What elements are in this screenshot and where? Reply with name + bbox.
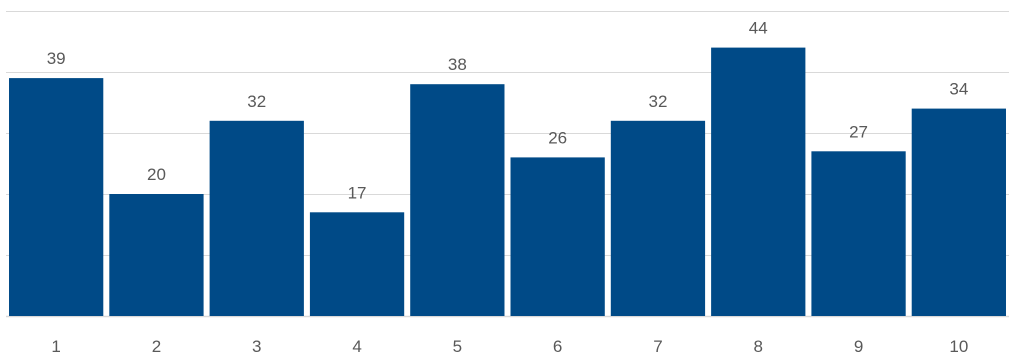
category-label-5: 5 xyxy=(453,337,462,356)
data-label-5: 38 xyxy=(448,55,467,74)
category-label-6: 6 xyxy=(553,337,562,356)
data-label-4: 17 xyxy=(348,183,367,202)
data-label-9: 27 xyxy=(849,122,868,141)
bar-3 xyxy=(209,120,304,316)
data-label-6: 26 xyxy=(548,128,567,147)
data-label-8: 44 xyxy=(749,19,768,38)
bar-10 xyxy=(911,108,1006,316)
category-label-9: 9 xyxy=(854,337,863,356)
bar-1 xyxy=(9,78,104,316)
category-label-10: 10 xyxy=(949,337,968,356)
bars xyxy=(9,47,1006,316)
data-label-10: 34 xyxy=(949,80,968,99)
data-label-7: 32 xyxy=(648,92,667,111)
bar-7 xyxy=(610,120,706,316)
category-label-3: 3 xyxy=(252,337,261,356)
category-label-2: 2 xyxy=(152,337,161,356)
category-label-8: 8 xyxy=(754,337,763,356)
bar-4 xyxy=(309,212,405,316)
bar-9 xyxy=(811,151,906,316)
bar-6 xyxy=(510,157,605,316)
category-label-1: 1 xyxy=(51,337,60,356)
category-label-4: 4 xyxy=(352,337,361,356)
bar-5 xyxy=(410,84,505,316)
category-labels: 1 2 3 4 5 6 7 8 9 10 xyxy=(51,337,968,356)
data-label-1: 39 xyxy=(47,49,66,68)
category-label-7: 7 xyxy=(653,337,662,356)
data-label-3: 32 xyxy=(247,92,266,111)
data-labels: 39 20 32 17 38 26 32 44 27 34 xyxy=(47,19,969,203)
bar-2 xyxy=(109,194,204,316)
data-label-2: 20 xyxy=(147,165,166,184)
bar-8 xyxy=(711,47,806,316)
